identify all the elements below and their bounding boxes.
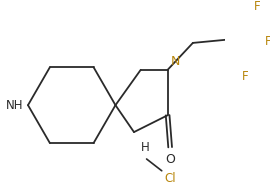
Text: F: F (242, 70, 248, 83)
Text: F: F (265, 35, 270, 48)
Text: O: O (165, 153, 175, 166)
Text: F: F (254, 0, 261, 13)
Text: Cl: Cl (164, 172, 176, 186)
Text: H: H (141, 141, 149, 154)
Text: N: N (171, 55, 180, 68)
Text: NH: NH (5, 99, 23, 112)
